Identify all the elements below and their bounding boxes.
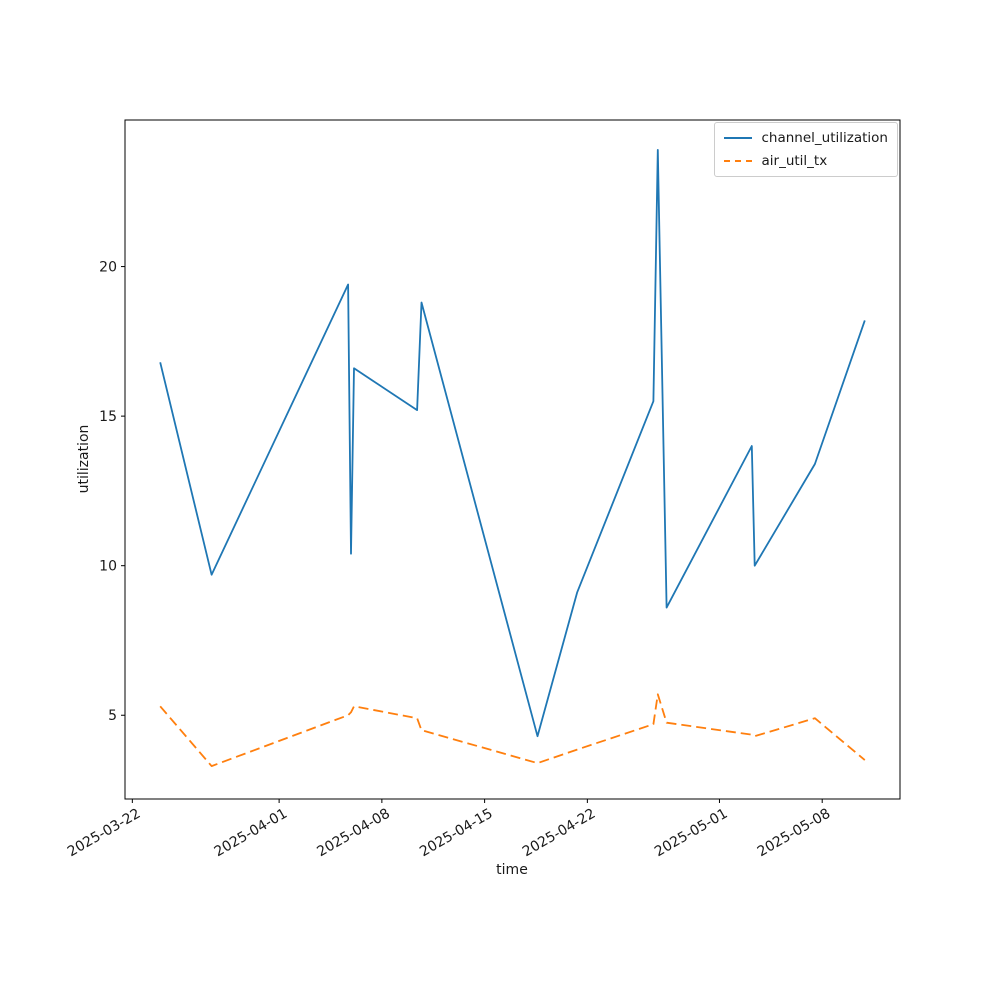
legend-line-sample-dashed-icon [723, 160, 752, 162]
x-axis-label: time [496, 862, 528, 878]
legend-label: air_util_tx [761, 153, 828, 169]
plot-area [124, 119, 901, 800]
legend-item-air-util-tx: air_util_tx [723, 153, 889, 169]
x-tick-label: 2025-04-15 [417, 806, 495, 861]
x-tick-label: 2025-04-08 [314, 806, 392, 861]
y-axis-label: utilization [76, 425, 92, 494]
y-tick-label: 10 [99, 559, 117, 575]
legend-line-sample-solid-icon [723, 137, 752, 139]
x-tick-label: 2025-04-01 [212, 806, 290, 861]
series-line-channel_utilization [159, 148, 866, 738]
series-line-air_util_tx [159, 693, 866, 767]
plot-frame [124, 119, 901, 800]
series-lines [159, 148, 866, 767]
axis-ticks: 2025-03-22 2025-04-01 2025-04-08 2025-04-15… [65, 260, 833, 861]
y-tick-label: 15 [99, 409, 117, 425]
y-tick-label: 20 [99, 260, 117, 276]
x-tick-label: 2025-03-22 [65, 806, 143, 861]
legend: channel_utilization air_util_tx [713, 122, 898, 177]
x-tick-label: 2025-05-08 [755, 806, 833, 861]
x-tick-label: 2025-04-22 [520, 806, 598, 861]
y-tick-label: 5 [108, 708, 117, 724]
x-tick-label: 2025-05-01 [652, 806, 730, 861]
legend-item-channel-utilization: channel_utilization [723, 130, 889, 146]
legend-label: channel_utilization [761, 130, 889, 146]
